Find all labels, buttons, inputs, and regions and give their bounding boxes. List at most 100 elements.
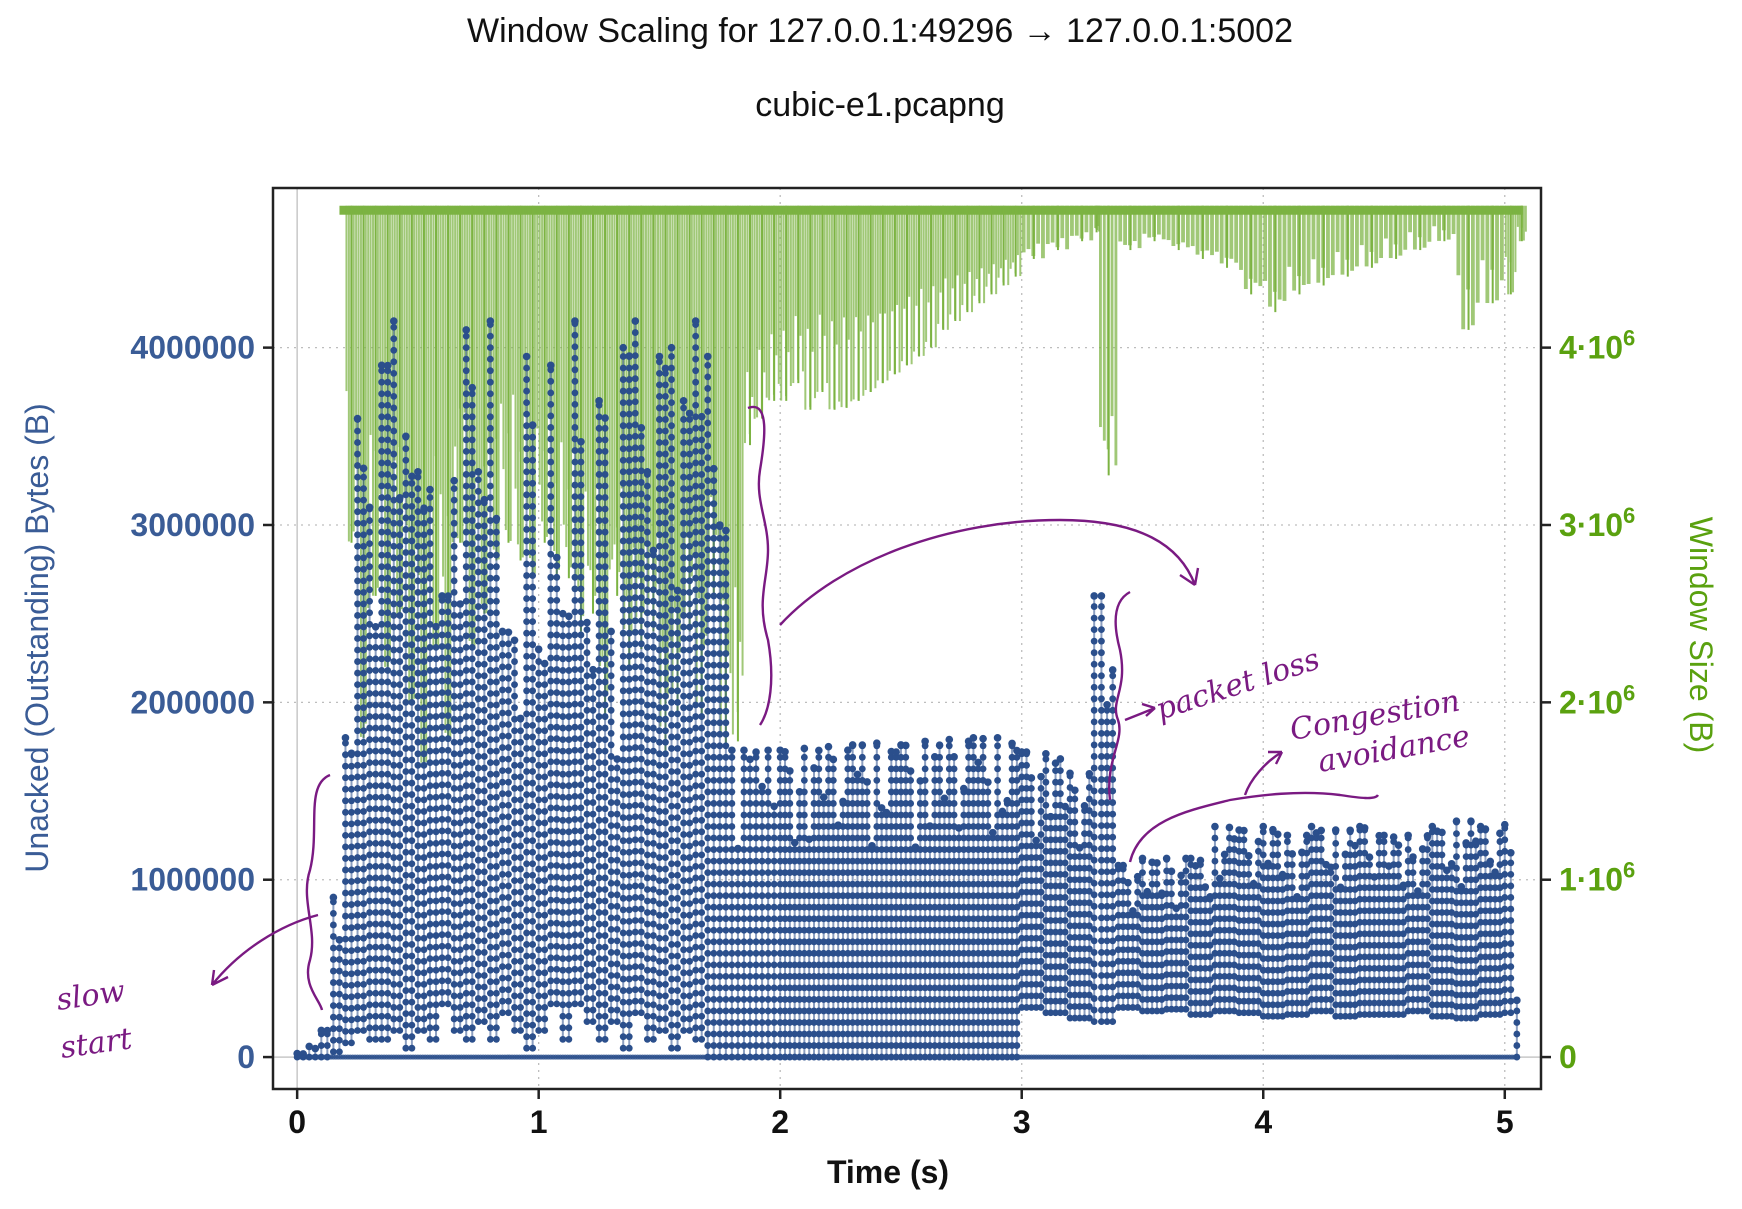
unacked-point (631, 363, 639, 371)
unacked-point (354, 439, 361, 446)
unacked-point (805, 1019, 813, 1026)
unacked-point (396, 542, 404, 550)
unacked-point (342, 831, 349, 839)
unacked-point (468, 655, 476, 663)
unacked-point (511, 911, 518, 919)
unacked-point (547, 839, 555, 846)
unacked-point (523, 929, 530, 937)
unacked-point (486, 378, 494, 386)
unacked-point (329, 933, 337, 940)
unacked-point (892, 972, 900, 980)
unacked-point (468, 1012, 476, 1020)
unacked-point (396, 946, 404, 954)
unacked-point (420, 692, 428, 700)
unacked-point (656, 519, 663, 527)
unacked-point (710, 753, 718, 761)
unacked-point (815, 846, 823, 853)
window-size-bar (533, 205, 536, 574)
unacked-point (426, 540, 434, 548)
unacked-point (583, 856, 591, 864)
unacked-point (595, 943, 603, 951)
window-size-bar (524, 205, 527, 412)
unacked-point (480, 591, 488, 599)
unacked-point (402, 825, 410, 833)
unacked-point (547, 377, 555, 385)
unacked-point (432, 655, 440, 663)
unacked-point (740, 1019, 748, 1026)
unacked-point (390, 427, 398, 435)
unacked-point (883, 857, 890, 865)
unacked-point (378, 989, 386, 997)
unacked-point (786, 1030, 794, 1038)
unacked-point (589, 879, 597, 887)
unacked-point (577, 908, 585, 916)
unacked-point (643, 632, 651, 640)
unacked-point (820, 1019, 828, 1026)
unacked-point (662, 519, 669, 527)
unacked-point (704, 442, 712, 450)
unacked-point (795, 787, 804, 796)
unacked-point (474, 868, 482, 876)
unacked-point (698, 563, 706, 571)
unacked-point (474, 614, 482, 622)
unacked-point (704, 1007, 712, 1015)
unacked-point (668, 941, 675, 948)
unacked-point (631, 894, 639, 901)
unacked-point (662, 1027, 669, 1034)
unacked-point (844, 846, 852, 853)
unacked-point (426, 978, 434, 986)
unacked-point (776, 915, 784, 923)
unacked-point (643, 551, 651, 559)
unacked-point (796, 938, 803, 946)
unacked-point (432, 793, 440, 801)
unacked-point (323, 1026, 332, 1035)
unacked-point (378, 528, 386, 536)
unacked-point (571, 931, 579, 939)
unacked-point (619, 479, 627, 487)
unacked-point (402, 848, 410, 856)
unacked-point (474, 695, 482, 703)
unacked-point (704, 915, 712, 923)
unacked-point (384, 713, 392, 720)
unacked-point (372, 874, 380, 882)
window-size-bar (1301, 205, 1306, 286)
unacked-point (810, 788, 818, 796)
unacked-point (383, 361, 392, 370)
unacked-point (716, 972, 724, 980)
unacked-point (559, 816, 567, 824)
unacked-point (912, 1019, 919, 1026)
unacked-point (834, 1030, 842, 1038)
unacked-point (378, 517, 386, 524)
unacked-point (414, 658, 422, 665)
unacked-point (486, 759, 494, 767)
unacked-point (396, 750, 404, 758)
unacked-point (396, 508, 404, 516)
unacked-point (486, 1001, 494, 1009)
unacked-point (348, 1016, 355, 1024)
unacked-point (535, 865, 543, 873)
unacked-point (965, 1007, 972, 1015)
unacked-point (686, 727, 694, 735)
unacked-point (402, 445, 410, 453)
unacked-point (955, 892, 963, 900)
unacked-point (776, 788, 784, 796)
unacked-point (468, 540, 476, 548)
unacked-point (486, 447, 494, 455)
unacked-point (728, 961, 736, 969)
unacked-point (342, 993, 349, 1001)
unacked-point (511, 877, 518, 884)
unacked-point (849, 811, 857, 819)
unacked-point (854, 1019, 861, 1026)
unacked-point (360, 600, 367, 608)
unacked-point (577, 931, 585, 939)
unacked-point (348, 808, 355, 816)
unacked-point (426, 620, 434, 628)
unacked-point (396, 681, 404, 689)
unacked-point (571, 573, 579, 581)
unacked-point (384, 874, 392, 882)
unacked-point (668, 860, 675, 868)
unacked-point (396, 1004, 404, 1011)
unacked-point (354, 646, 361, 654)
unacked-point (499, 698, 506, 705)
unacked-point (444, 758, 452, 766)
